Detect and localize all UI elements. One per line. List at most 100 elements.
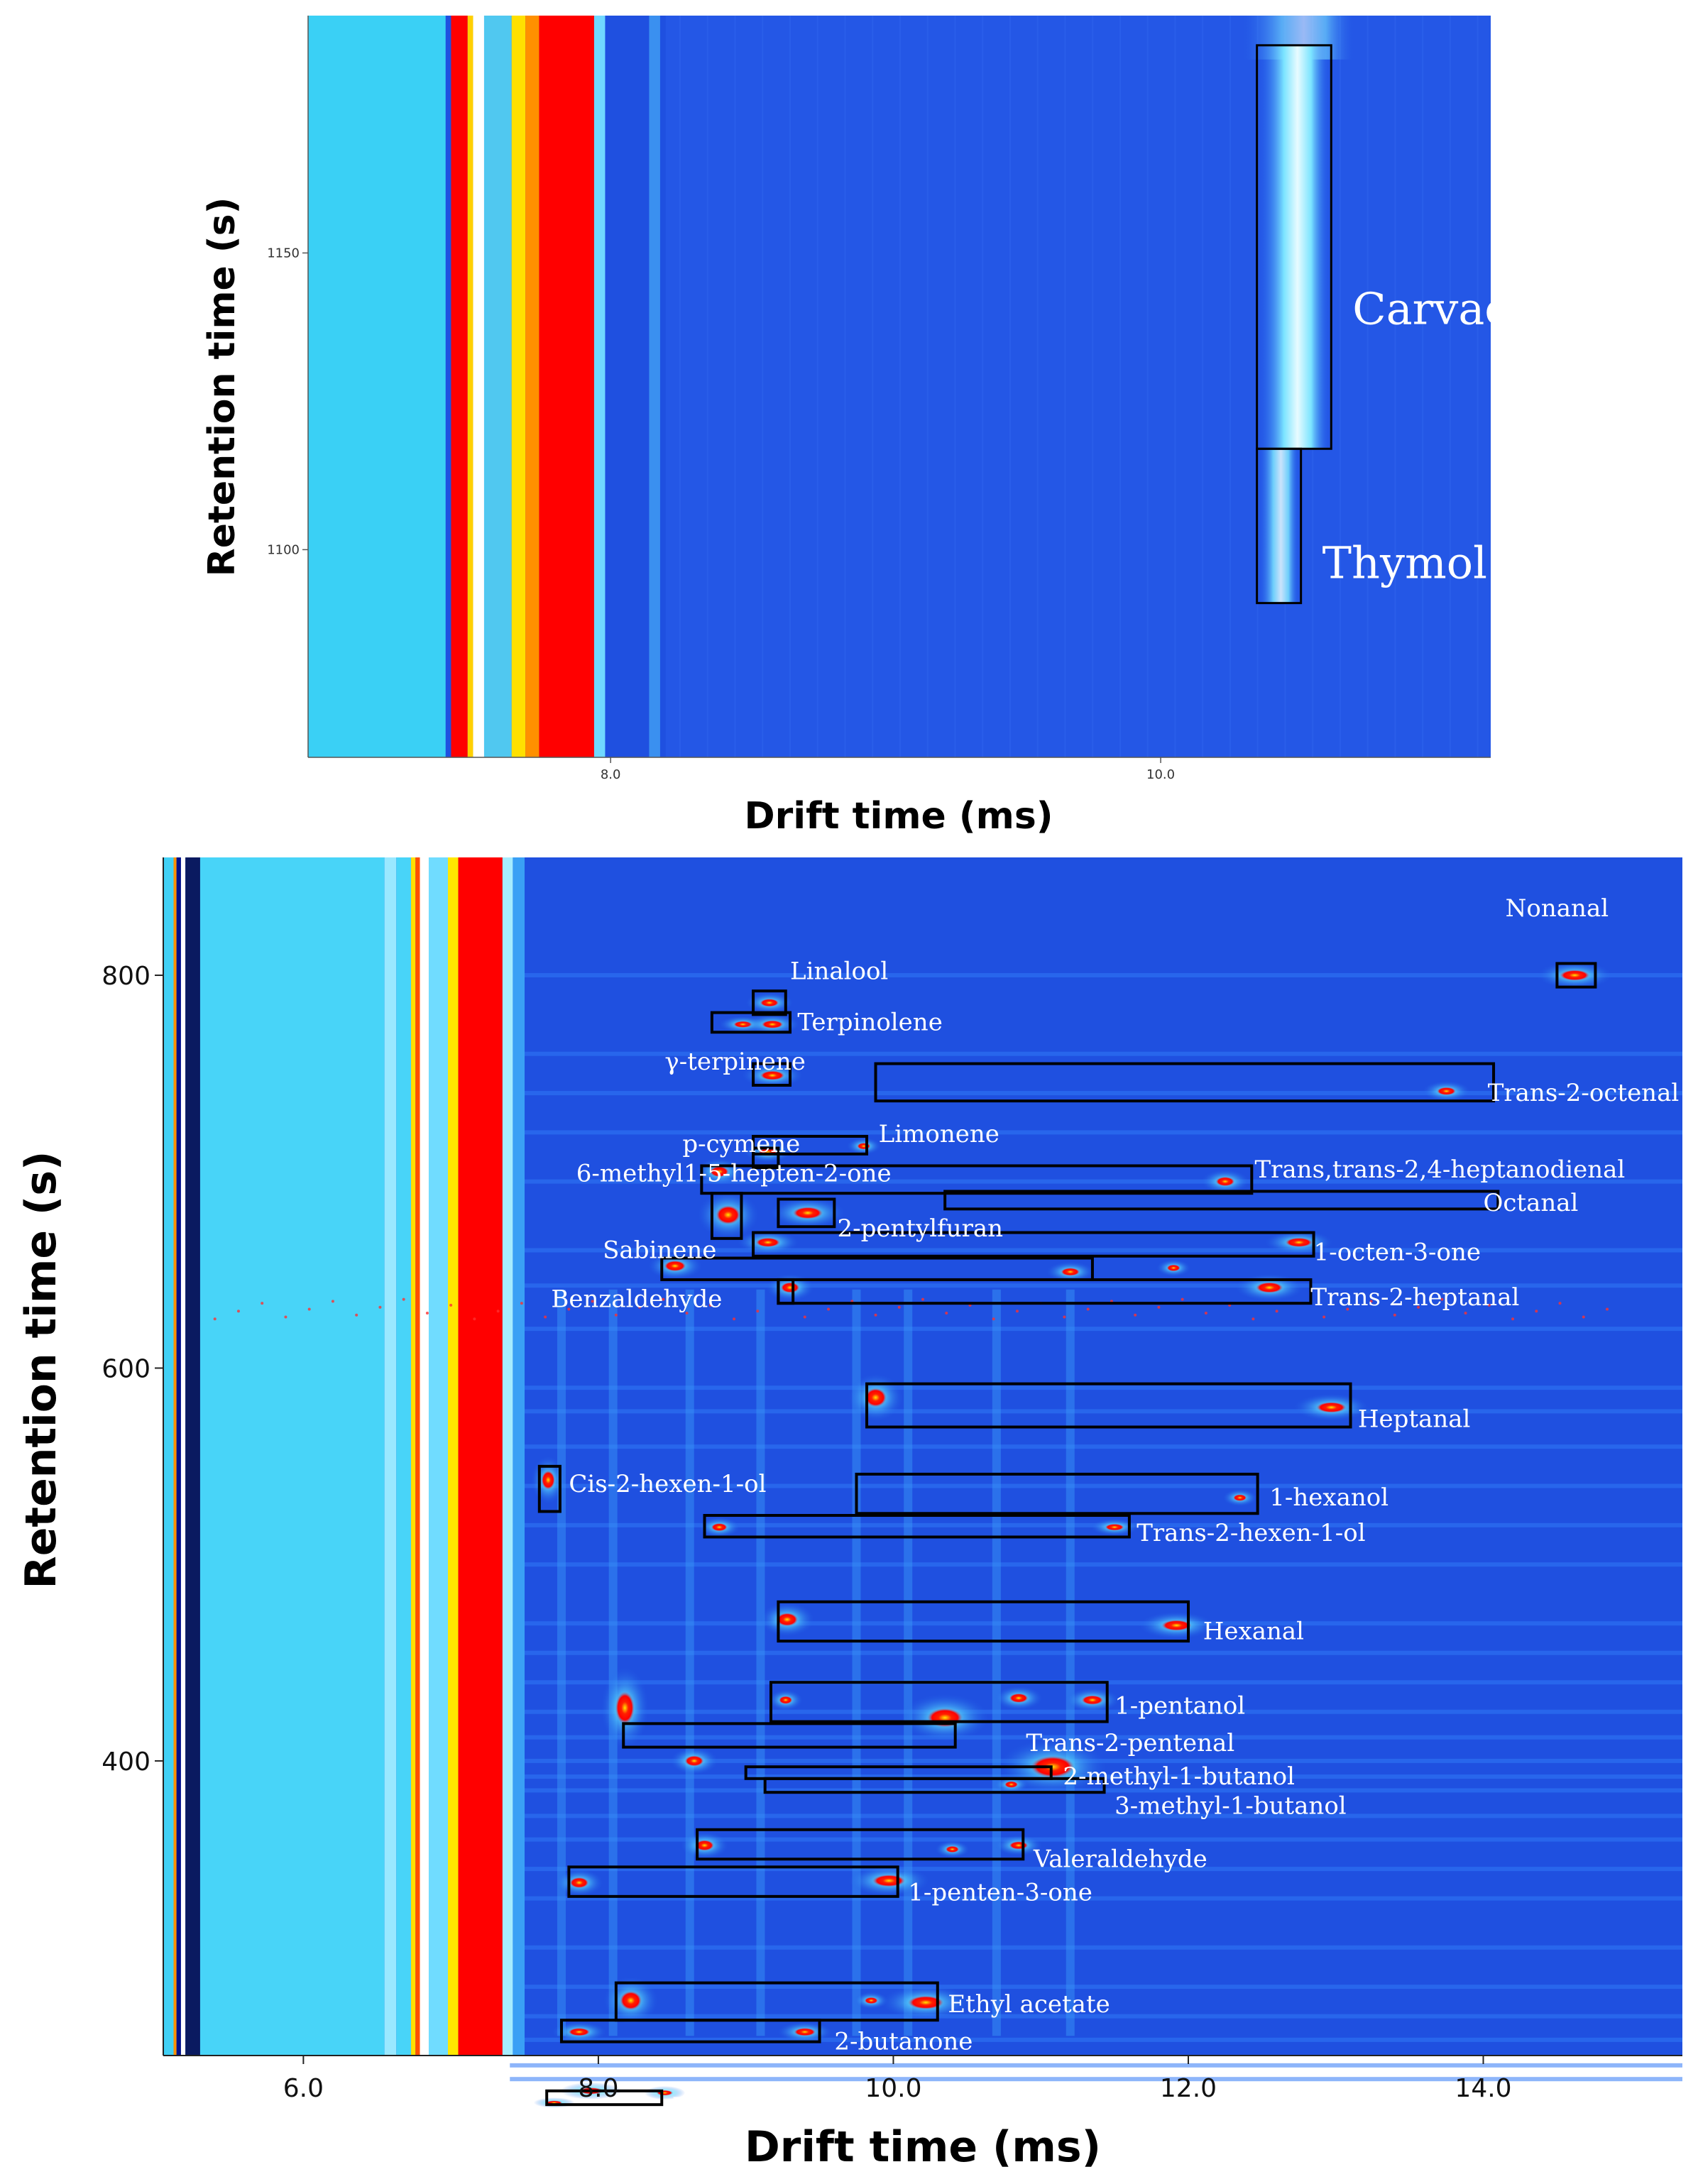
- top-streak: [762, 16, 764, 757]
- bottom-streak: [510, 2014, 1682, 2019]
- top-band-3: [473, 16, 484, 757]
- bottom-band-9: [415, 857, 420, 2056]
- box-1-octen-3-one: [752, 1231, 1315, 1258]
- signal-spot: [761, 1020, 784, 1029]
- box-2-butanone: [559, 2019, 821, 2043]
- box-octanal: [943, 1190, 1500, 1211]
- top-band-9: [649, 16, 660, 757]
- bottom-vstreak: [1066, 1289, 1075, 2036]
- top-x-axis-title: Drift time (ms): [744, 795, 1053, 838]
- noise-dot: [1464, 1311, 1467, 1315]
- label-terpinolene: Terpinolene: [797, 1009, 942, 1037]
- signal-spot: [864, 1997, 879, 2004]
- signal-spot: [775, 1612, 799, 1627]
- noise-dot: [874, 1313, 877, 1317]
- label-heptanal: Heptanal: [1358, 1405, 1471, 1433]
- box-heptanal: [865, 1382, 1352, 1429]
- signal-spot: [694, 1839, 715, 1851]
- label-benzaldehyde: Benzaldehyde: [551, 1285, 722, 1314]
- top-streak: [926, 16, 929, 757]
- noise-dot: [307, 1307, 311, 1311]
- top-streak: [872, 16, 874, 757]
- noise-dot: [284, 1315, 287, 1319]
- bottom-vstreak: [852, 1289, 861, 2036]
- top-compound-glow: [1243, 16, 1354, 603]
- noise-dot: [1487, 1303, 1491, 1307]
- box-nonanal: [1555, 962, 1597, 989]
- bottom-streak: [510, 1051, 1682, 1056]
- bottom-vstreak: [608, 1289, 618, 2036]
- bottom-streak: [510, 1837, 1682, 1842]
- box-benzaldehyde: [777, 1278, 795, 1305]
- bottom-band-15: [513, 857, 525, 2056]
- noise-dot: [1086, 1307, 1090, 1311]
- bottom-band-5: [199, 857, 385, 2056]
- noise-dot: [213, 1317, 217, 1321]
- noise-dot: [355, 1313, 358, 1317]
- box-trans-2-octenal: [874, 1062, 1496, 1103]
- bottom-vstreak: [756, 1289, 765, 2036]
- top-band-5: [511, 16, 526, 757]
- label-trans-2-heptanal: Trans-2-heptanal: [1310, 1283, 1519, 1312]
- top-streak: [1449, 16, 1451, 757]
- bottom-band-3: [180, 857, 186, 2056]
- label-ethyl-acetate: Ethyl acetate: [948, 1990, 1110, 2019]
- bottom-band-10: [420, 857, 429, 2056]
- bottom-streak: [510, 1248, 1682, 1253]
- label-6-methyl1-5-hepten-2-one: 6-methyl1-5-hepten-2-one: [576, 1160, 892, 1188]
- noise-dot: [520, 1302, 523, 1305]
- top-streak: [1366, 16, 1369, 757]
- box-6-methyl1-5-hepten-2-one: [710, 1192, 743, 1240]
- box-1-hexanol: [855, 1472, 1259, 1515]
- top-streak: [1229, 16, 1231, 757]
- top-band-4: [483, 16, 512, 757]
- top-axes: 8.0 10.0 1100 1150: [267, 16, 1491, 782]
- noise-dot: [638, 1305, 642, 1309]
- box-linalool: [752, 989, 787, 1016]
- bottom-streak: [510, 1483, 1682, 1488]
- bottom-streak: [510, 1562, 1682, 1567]
- bottom-x-axis-title: Drift time (ms): [745, 2122, 1101, 2172]
- signal-spot: [1080, 1695, 1104, 1706]
- noise-dot: [261, 1302, 264, 1305]
- noise-dot: [992, 1317, 995, 1321]
- noise-dot: [685, 1311, 689, 1315]
- carvacrol-signal: [1259, 45, 1329, 449]
- signal-spot: [715, 1205, 741, 1225]
- noise-dot: [756, 1310, 760, 1313]
- bottom-x-tick-label: 6.0: [283, 2074, 324, 2103]
- signal-spot: [711, 1522, 728, 1532]
- signal-spot: [663, 1260, 686, 1272]
- bottom-compound-boxes: [537, 962, 1597, 2107]
- label-limonene: Limonene: [879, 1120, 999, 1148]
- label-valeraldehyde: Valeraldehyde: [1033, 1845, 1207, 1873]
- top-streak: [679, 16, 681, 757]
- signal-spot: [1255, 1282, 1284, 1294]
- signal-spot: [1105, 1523, 1125, 1531]
- bottom-vertical-bands: [163, 857, 525, 2056]
- noise-dot: [1181, 1297, 1184, 1301]
- box-1-pentanol: [769, 1681, 1109, 1723]
- top-compound-boxes: [1256, 44, 1332, 605]
- top-streak: [1146, 16, 1149, 757]
- bottom-axes: 6.0 8.0 10.0 12.0 14.0 400 600 800: [102, 857, 1682, 2103]
- top-streak: [1394, 16, 1396, 757]
- noise-dot: [378, 1305, 382, 1309]
- label-1-pentanol: 1-pentanol: [1114, 1692, 1245, 1721]
- bottom-streak: [510, 1985, 1682, 1990]
- signal-spot: [684, 1755, 704, 1767]
- box-trans-2-pentenal: [622, 1722, 957, 1749]
- noise-dot: [827, 1307, 831, 1311]
- signal-spot: [856, 1142, 871, 1150]
- bottom-streak: [510, 2037, 1682, 2042]
- noise-dot: [425, 1311, 429, 1315]
- box-p-cymene: [752, 1146, 780, 1170]
- signal-spot: [619, 1990, 642, 2011]
- bottom-y-tick-label: 600: [102, 1354, 150, 1383]
- noise-dot: [1558, 1302, 1562, 1305]
- signal-spot: [945, 1845, 960, 1853]
- noise-dot: [1134, 1313, 1137, 1317]
- noise-dot: [897, 1305, 901, 1309]
- noise-dot: [567, 1307, 571, 1311]
- bottom-band-6: [384, 857, 397, 2056]
